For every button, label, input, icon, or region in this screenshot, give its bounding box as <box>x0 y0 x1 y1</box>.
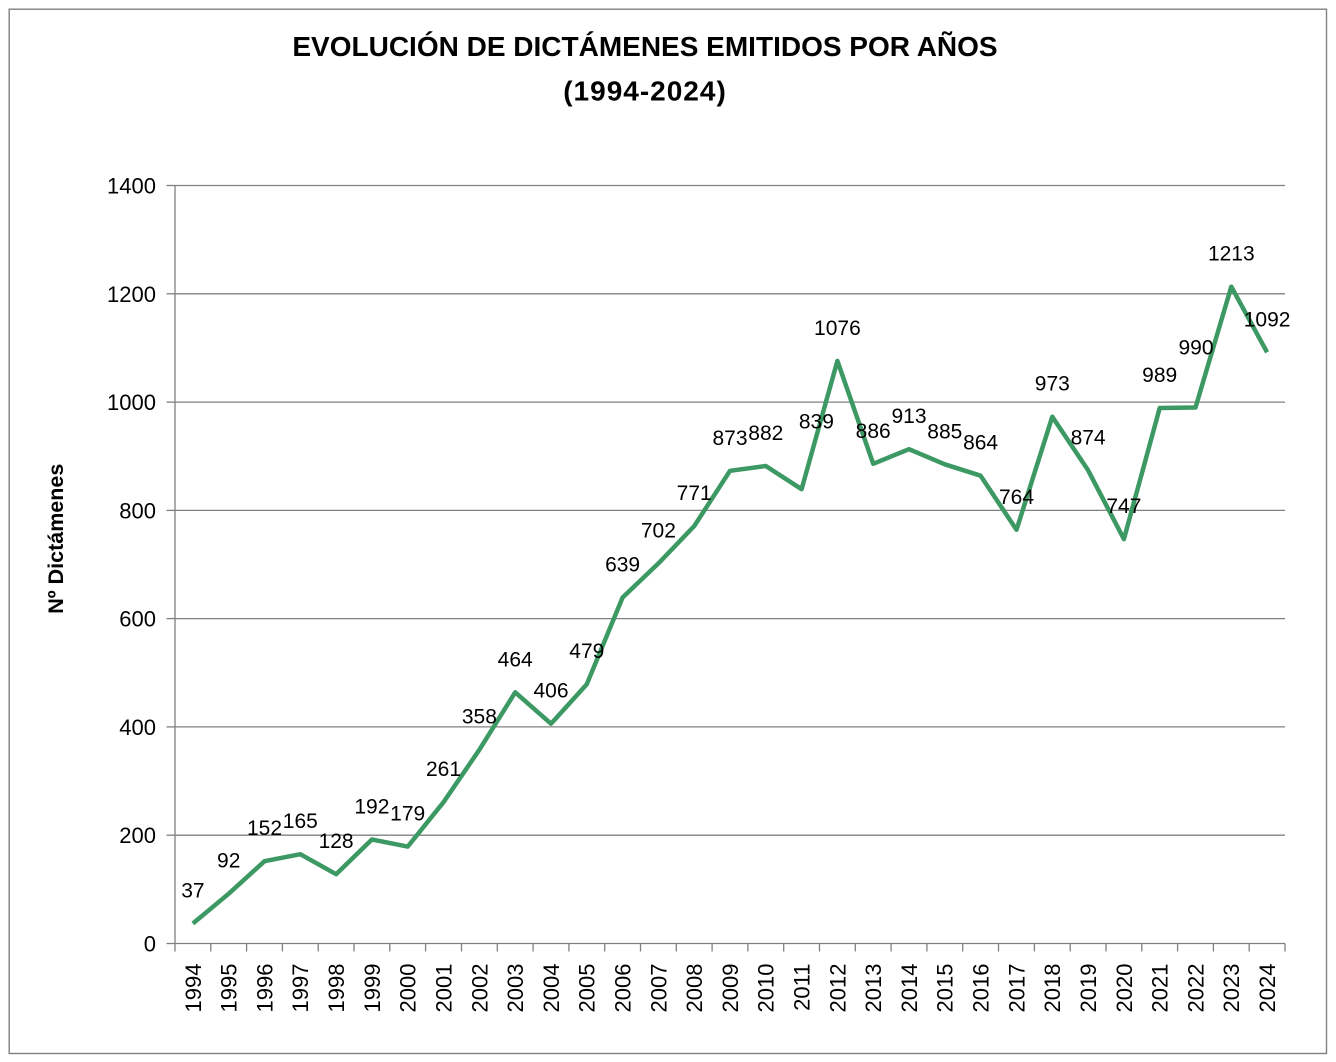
svg-text:2012: 2012 <box>825 964 850 1013</box>
svg-text:1996: 1996 <box>252 964 277 1013</box>
svg-text:2015: 2015 <box>933 964 958 1013</box>
svg-text:2002: 2002 <box>467 964 492 1013</box>
svg-text:1092: 1092 <box>1244 308 1291 331</box>
svg-text:2024: 2024 <box>1255 964 1280 1013</box>
svg-text:2018: 2018 <box>1040 964 1065 1013</box>
svg-text:1200: 1200 <box>107 282 156 307</box>
svg-text:2011: 2011 <box>790 964 815 1011</box>
svg-text:874: 874 <box>1071 426 1106 449</box>
svg-text:406: 406 <box>533 680 568 703</box>
svg-text:400: 400 <box>119 715 156 740</box>
svg-text:179: 179 <box>390 803 425 826</box>
svg-text:358: 358 <box>462 706 497 729</box>
svg-text:1997: 1997 <box>288 964 313 1013</box>
svg-text:2016: 2016 <box>969 964 994 1013</box>
svg-text:0: 0 <box>144 932 156 957</box>
svg-text:2000: 2000 <box>396 964 421 1013</box>
svg-text:1076: 1076 <box>814 317 861 340</box>
svg-text:152: 152 <box>247 817 282 840</box>
svg-text:EVOLUCIÓN DE DICTÁMENES EMITID: EVOLUCIÓN DE DICTÁMENES EMITIDOS POR AÑO… <box>292 31 997 62</box>
svg-text:200: 200 <box>119 823 156 848</box>
svg-text:1999: 1999 <box>360 964 385 1013</box>
svg-text:913: 913 <box>891 405 926 428</box>
svg-text:1400: 1400 <box>107 174 156 199</box>
svg-text:2001: 2001 <box>431 964 456 1013</box>
svg-text:989: 989 <box>1142 364 1177 387</box>
svg-text:192: 192 <box>354 796 389 819</box>
svg-text:873: 873 <box>712 427 747 450</box>
svg-text:(1994-2024): (1994-2024) <box>563 76 727 107</box>
svg-text:1213: 1213 <box>1208 243 1255 266</box>
svg-text:2007: 2007 <box>646 964 671 1013</box>
svg-text:2013: 2013 <box>861 964 886 1013</box>
svg-text:882: 882 <box>748 422 783 445</box>
svg-text:885: 885 <box>927 420 962 443</box>
svg-text:2017: 2017 <box>1004 964 1029 1013</box>
svg-text:464: 464 <box>498 648 533 671</box>
svg-text:Nº Dictámenes: Nº Dictámenes <box>44 464 68 614</box>
svg-text:2010: 2010 <box>754 964 779 1013</box>
svg-text:1994: 1994 <box>181 964 206 1013</box>
svg-text:2019: 2019 <box>1076 964 1101 1013</box>
svg-text:2004: 2004 <box>539 964 564 1013</box>
svg-text:990: 990 <box>1178 336 1213 359</box>
svg-text:639: 639 <box>605 554 640 577</box>
svg-text:165: 165 <box>283 810 318 833</box>
svg-text:2009: 2009 <box>718 964 743 1013</box>
svg-text:2003: 2003 <box>503 964 528 1013</box>
svg-text:37: 37 <box>181 880 204 903</box>
svg-text:2020: 2020 <box>1112 964 1137 1013</box>
svg-text:92: 92 <box>217 850 240 873</box>
svg-text:886: 886 <box>856 420 891 443</box>
svg-text:2023: 2023 <box>1219 964 1244 1013</box>
svg-text:864: 864 <box>963 432 998 455</box>
svg-text:973: 973 <box>1035 373 1070 396</box>
svg-text:600: 600 <box>119 607 156 632</box>
svg-text:2005: 2005 <box>575 964 600 1013</box>
svg-text:128: 128 <box>319 830 354 853</box>
svg-text:2008: 2008 <box>682 964 707 1013</box>
svg-text:261: 261 <box>426 758 461 781</box>
svg-text:702: 702 <box>641 519 676 542</box>
svg-text:771: 771 <box>677 482 712 505</box>
svg-text:800: 800 <box>119 498 156 523</box>
svg-text:2014: 2014 <box>897 964 922 1013</box>
svg-text:2022: 2022 <box>1183 964 1208 1013</box>
svg-text:747: 747 <box>1106 495 1141 518</box>
svg-text:2021: 2021 <box>1148 964 1173 1013</box>
svg-text:2006: 2006 <box>611 964 636 1013</box>
svg-text:839: 839 <box>799 411 834 434</box>
svg-text:479: 479 <box>569 640 604 663</box>
svg-text:1995: 1995 <box>217 964 242 1013</box>
svg-text:1998: 1998 <box>324 964 349 1013</box>
svg-text:1000: 1000 <box>107 390 156 415</box>
svg-text:764: 764 <box>999 486 1034 509</box>
